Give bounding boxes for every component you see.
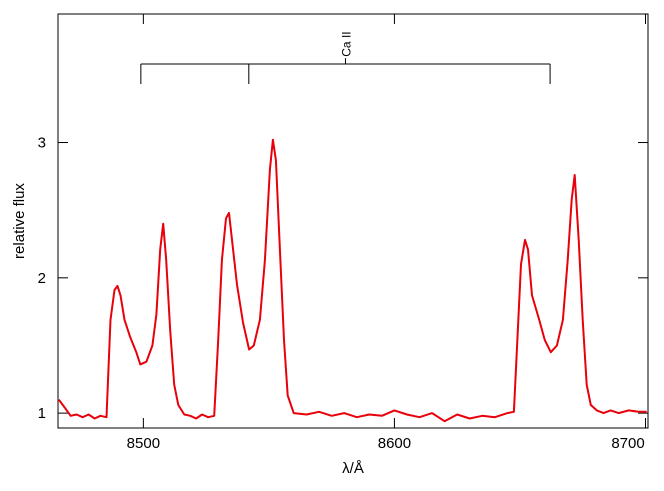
spectrum-line (57, 138, 647, 423)
y-tick-label: 1 (38, 405, 46, 422)
y-axis-label: relative flux (11, 183, 28, 259)
y-tick-label: 2 (38, 270, 46, 287)
plot-frame (57, 13, 649, 429)
annotation-label: Ca II (339, 31, 353, 56)
y-tick-label: 3 (38, 135, 46, 152)
x-axis-label: λ/Å (342, 460, 364, 477)
x-tick-label: 8700 (611, 435, 644, 452)
x-tick-label: 8500 (127, 435, 160, 452)
x-tick-label: 8600 (378, 435, 411, 452)
